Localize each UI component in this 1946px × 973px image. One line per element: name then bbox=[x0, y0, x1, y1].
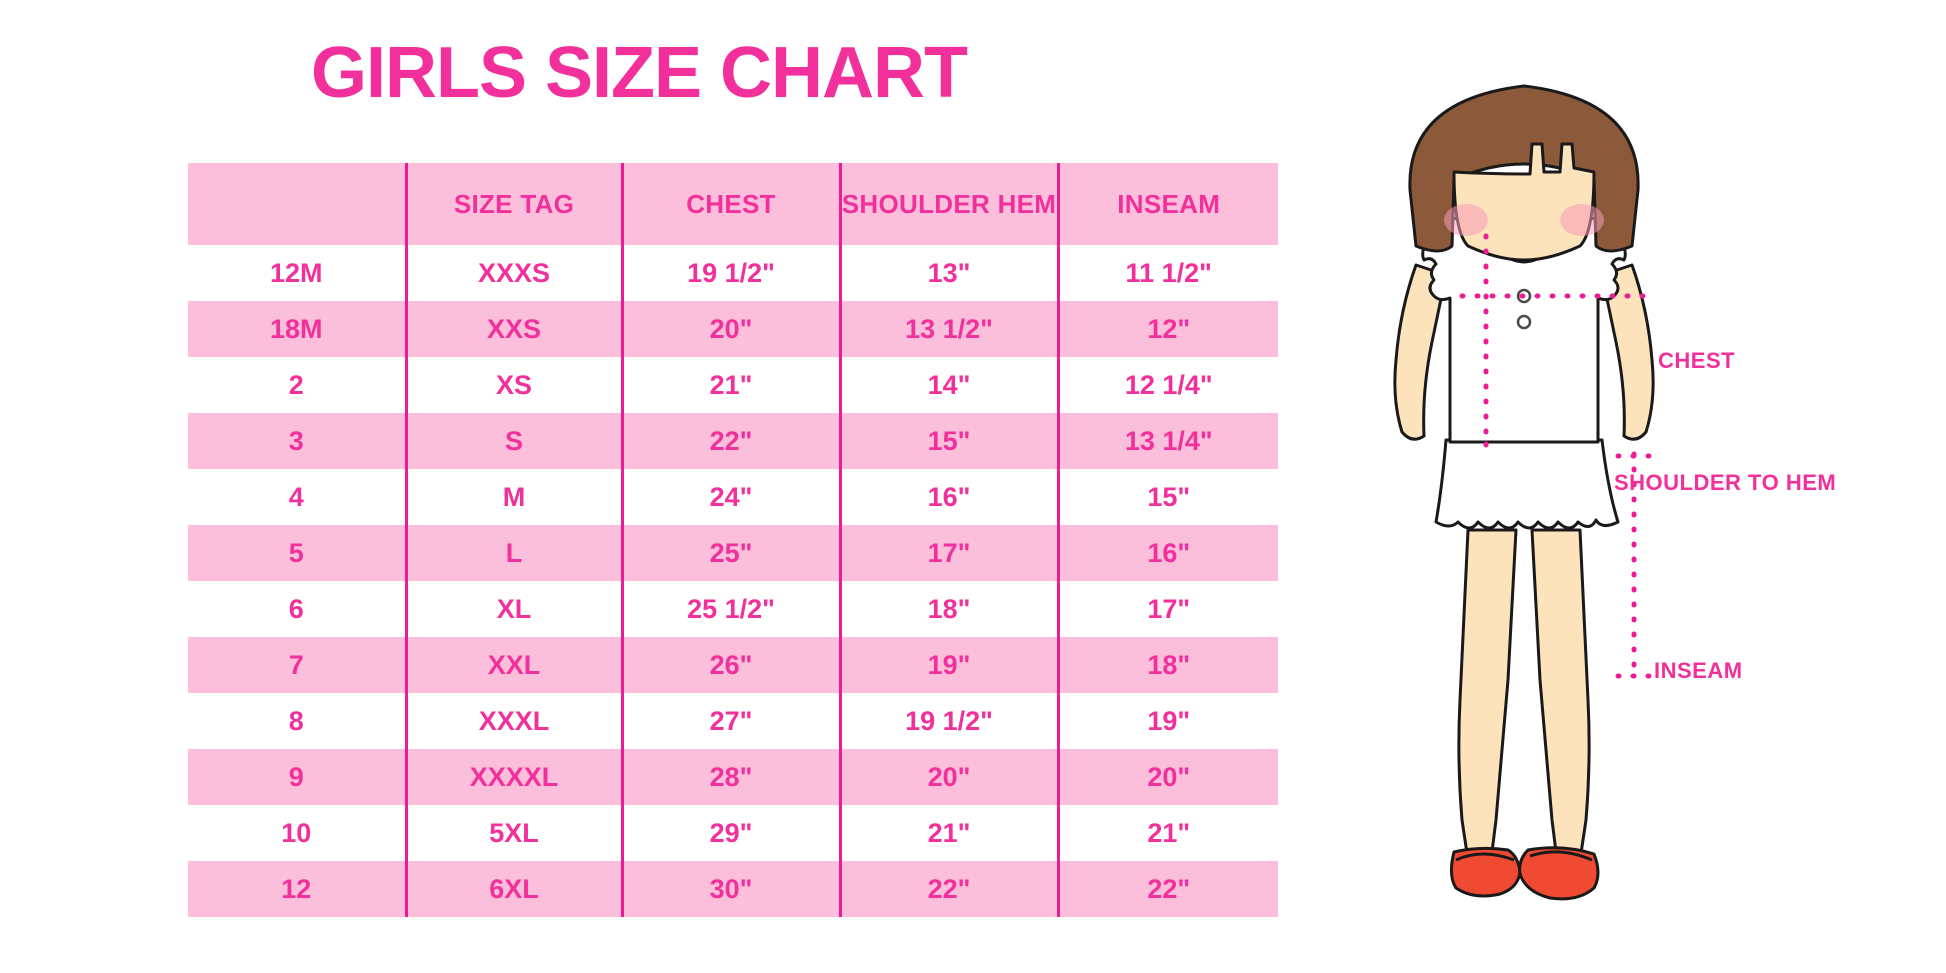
table-row: 6 XL 25 1/2" 18" 17" bbox=[188, 581, 1278, 637]
cell-size-tag: XXXL bbox=[404, 693, 622, 749]
cell-inseam: 17" bbox=[1056, 581, 1278, 637]
cell-chest: 19 1/2" bbox=[620, 245, 840, 301]
cell-size-tag: XXXS bbox=[404, 245, 622, 301]
table-row: 5 L 25" 17" 16" bbox=[188, 525, 1278, 581]
table-body: 12M XXXS 19 1/2" 13" 11 1/2" 18M XXS 20" 13 1/2"… bbox=[188, 245, 1278, 917]
girl-illustration bbox=[1393, 84, 1657, 901]
column-header-chest: CHEST bbox=[620, 163, 840, 245]
cell-chest: 25" bbox=[620, 525, 840, 581]
cell-chest: 24" bbox=[620, 469, 840, 525]
column-header-size-tag: SIZE TAG bbox=[404, 163, 622, 245]
table-row: 7 XXL 26" 19" 18" bbox=[188, 637, 1278, 693]
cell-shoulder-hem: 18" bbox=[838, 581, 1058, 637]
measurement-label-shoulder-to-hem: SHOULDER TO HEM bbox=[1614, 470, 1837, 495]
cell-size: 10 bbox=[188, 805, 406, 861]
cell-size: 12 bbox=[188, 861, 406, 917]
table-row: 4 M 24" 16" 15" bbox=[188, 469, 1278, 525]
cell-size: 8 bbox=[188, 693, 406, 749]
cell-shoulder-hem: 19" bbox=[838, 637, 1058, 693]
figure-legs bbox=[1457, 528, 1591, 871]
cell-size: 4 bbox=[188, 469, 406, 525]
white-skirt bbox=[1434, 438, 1620, 530]
cell-size: 6 bbox=[188, 581, 406, 637]
cell-inseam: 11 1/2" bbox=[1056, 245, 1278, 301]
cell-chest: 30" bbox=[620, 861, 840, 917]
cell-shoulder-hem: 22" bbox=[838, 861, 1058, 917]
cell-shoulder-hem: 15" bbox=[838, 413, 1058, 469]
cell-size-tag: L bbox=[404, 525, 622, 581]
table-row: 12 6XL 30" 22" 22" bbox=[188, 861, 1278, 917]
cell-chest: 25 1/2" bbox=[620, 581, 840, 637]
table-row: 3 S 22" 15" 13 1/4" bbox=[188, 413, 1278, 469]
table-header: SIZE TAG CHEST SHOULDER HEM INSEAM bbox=[188, 163, 1278, 245]
column-header-shoulder-hem: SHOULDER HEM bbox=[838, 163, 1058, 245]
cell-size-tag: XS bbox=[404, 357, 622, 413]
figure-arms bbox=[1393, 263, 1655, 441]
cell-size: 5 bbox=[188, 525, 406, 581]
cell-size-tag: S bbox=[404, 413, 622, 469]
page-title: GIRLS SIZE CHART bbox=[310, 33, 968, 113]
table-row: 12M XXXS 19 1/2" 13" 11 1/2" bbox=[188, 245, 1278, 301]
cell-size: 2 bbox=[188, 357, 406, 413]
cell-inseam: 12 1/4" bbox=[1056, 357, 1278, 413]
cell-inseam: 20" bbox=[1056, 749, 1278, 805]
cell-size-tag: 5XL bbox=[404, 805, 622, 861]
cell-size: 3 bbox=[188, 413, 406, 469]
cell-size: 7 bbox=[188, 637, 406, 693]
size-chart-table: SIZE TAG CHEST SHOULDER HEM INSEAM 12M XX… bbox=[188, 163, 1278, 917]
cell-size: 18M bbox=[188, 301, 406, 357]
cell-size-tag: XXXXL bbox=[404, 749, 622, 805]
cell-chest: 27" bbox=[620, 693, 840, 749]
cell-chest: 22" bbox=[620, 413, 840, 469]
measurement-guides bbox=[1459, 233, 1657, 681]
cell-inseam: 19" bbox=[1056, 693, 1278, 749]
cheek-blush bbox=[1444, 204, 1488, 236]
cell-size-tag: M bbox=[404, 469, 622, 525]
cell-chest: 20" bbox=[620, 301, 840, 357]
table-row: 8 XXXL 27" 19 1/2" 19" bbox=[188, 693, 1278, 749]
measurement-label-chest: CHEST bbox=[1658, 348, 1736, 373]
cell-inseam: 18" bbox=[1056, 637, 1278, 693]
cell-shoulder-hem: 17" bbox=[838, 525, 1058, 581]
size-table-container: SIZE TAG CHEST SHOULDER HEM INSEAM 12M XX… bbox=[188, 163, 1278, 917]
table-row: 9 XXXXL 28" 20" 20" bbox=[188, 749, 1278, 805]
cell-inseam: 15" bbox=[1056, 469, 1278, 525]
cell-shoulder-hem: 16" bbox=[838, 469, 1058, 525]
cell-chest: 26" bbox=[620, 637, 840, 693]
cell-chest: 21" bbox=[620, 357, 840, 413]
cell-size-tag: 6XL bbox=[404, 861, 622, 917]
table-row: 10 5XL 29" 21" 21" bbox=[188, 805, 1278, 861]
cell-inseam: 12" bbox=[1056, 301, 1278, 357]
cell-shoulder-hem: 14" bbox=[838, 357, 1058, 413]
cell-inseam: 21" bbox=[1056, 805, 1278, 861]
cell-inseam: 13 1/4" bbox=[1056, 413, 1278, 469]
cell-inseam: 16" bbox=[1056, 525, 1278, 581]
cell-shoulder-hem: 13 1/2" bbox=[838, 301, 1058, 357]
table-row: 18M XXS 20" 13 1/2" 12" bbox=[188, 301, 1278, 357]
column-header-inseam: INSEAM bbox=[1056, 163, 1278, 245]
cell-shoulder-hem: 19 1/2" bbox=[838, 693, 1058, 749]
red-shoes bbox=[1449, 846, 1600, 901]
head-and-hair bbox=[1408, 84, 1640, 262]
cell-shoulder-hem: 20" bbox=[838, 749, 1058, 805]
cell-size-tag: XL bbox=[404, 581, 622, 637]
top-button bbox=[1516, 314, 1532, 330]
cell-size: 9 bbox=[188, 749, 406, 805]
cell-shoulder-hem: 13" bbox=[838, 245, 1058, 301]
table-row: 2 XS 21" 14" 12 1/4" bbox=[188, 357, 1278, 413]
column-header-size bbox=[188, 163, 406, 245]
cell-size-tag: XXS bbox=[404, 301, 622, 357]
measurement-label-inseam: INSEAM bbox=[1654, 658, 1743, 683]
cell-size: 12M bbox=[188, 245, 406, 301]
cell-inseam: 22" bbox=[1056, 861, 1278, 917]
cell-size-tag: XXL bbox=[404, 637, 622, 693]
cell-shoulder-hem: 21" bbox=[838, 805, 1058, 861]
cell-chest: 28" bbox=[620, 749, 840, 805]
cheek-blush bbox=[1560, 204, 1604, 236]
table-header-row: SIZE TAG CHEST SHOULDER HEM INSEAM bbox=[188, 163, 1278, 245]
cell-chest: 29" bbox=[620, 805, 840, 861]
